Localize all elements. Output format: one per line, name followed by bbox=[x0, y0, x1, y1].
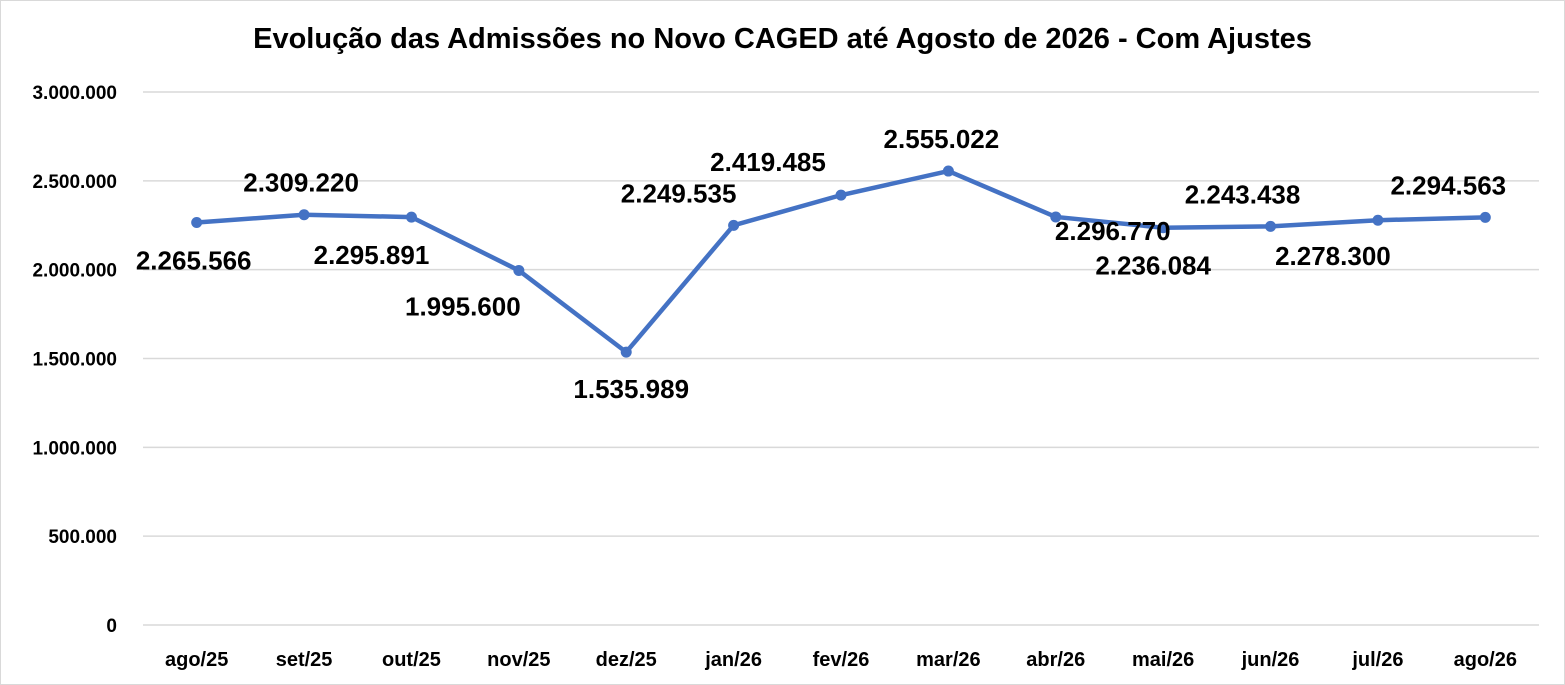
x-tick-label: mai/26 bbox=[1132, 649, 1194, 671]
y-axis: 0 500.000 1.000.000 1.500.000 2.000.000 2.500… bbox=[32, 83, 117, 637]
x-tick-label: ago/26 bbox=[1454, 649, 1517, 671]
x-tick-label: dez/25 bbox=[596, 649, 657, 671]
x-tick-label: fev/26 bbox=[813, 649, 870, 671]
data-point bbox=[1157, 222, 1169, 234]
data-label: 2.309.220 bbox=[243, 168, 359, 198]
data-label: 2.296.770 bbox=[1055, 216, 1171, 246]
data-label: 2.294.563 bbox=[1390, 170, 1506, 200]
x-axis: ago/25 set/25 out/25 nov/25 dez/25 jan/26 fev/… bbox=[165, 649, 1517, 671]
gridlines bbox=[143, 91, 1539, 626]
data-point bbox=[298, 209, 310, 221]
data-point bbox=[728, 219, 740, 231]
data-label: 2.265.566 bbox=[136, 245, 252, 275]
y-tick-label: 3.000.000 bbox=[32, 83, 117, 104]
data-point bbox=[1479, 211, 1491, 223]
chart-title: Evolução das Admissões no Novo CAGED até… bbox=[253, 23, 1312, 55]
x-tick-label: abr/26 bbox=[1026, 649, 1085, 671]
data-point bbox=[942, 165, 954, 177]
data-label: 2.278.300 bbox=[1275, 241, 1391, 271]
data-point bbox=[1050, 211, 1062, 223]
y-tick-label: 2.500.000 bbox=[32, 172, 117, 193]
data-label: 1.535.989 bbox=[573, 374, 689, 404]
y-tick-label: 0 bbox=[106, 616, 117, 637]
x-tick-label: set/25 bbox=[276, 649, 333, 671]
y-tick-label: 1.500.000 bbox=[32, 350, 117, 371]
data-label: 2.295.891 bbox=[314, 240, 430, 270]
data-label: 2.419.485 bbox=[710, 147, 826, 177]
x-tick-label: ago/25 bbox=[165, 649, 228, 671]
x-tick-label: out/25 bbox=[382, 649, 441, 671]
data-label: 2.555.022 bbox=[884, 124, 1000, 154]
data-point bbox=[405, 211, 417, 223]
x-tick-label: jan/26 bbox=[704, 649, 762, 671]
y-tick-label: 500.000 bbox=[48, 527, 117, 548]
x-tick-label: jun/26 bbox=[1241, 649, 1300, 671]
data-point bbox=[835, 189, 847, 201]
data-point bbox=[1265, 220, 1277, 232]
data-point bbox=[1372, 214, 1384, 226]
x-tick-label: nov/25 bbox=[487, 649, 550, 671]
data-point bbox=[513, 264, 525, 276]
data-labels: 2.265.566 2.309.220 2.295.891 1.995.600 1.53… bbox=[136, 124, 1506, 404]
data-label: 2.243.438 bbox=[1185, 179, 1301, 209]
series-admissoes bbox=[191, 165, 1491, 358]
data-point bbox=[620, 346, 632, 358]
y-tick-label: 2.000.000 bbox=[32, 261, 117, 282]
y-tick-label: 1.000.000 bbox=[32, 438, 117, 459]
data-label: 2.249.535 bbox=[621, 178, 737, 208]
x-tick-label: jul/26 bbox=[1351, 649, 1403, 671]
data-label: 1.995.600 bbox=[405, 291, 521, 321]
data-point bbox=[191, 216, 203, 228]
data-label: 2.236.084 bbox=[1095, 251, 1211, 281]
x-tick-label: mar/26 bbox=[916, 649, 981, 671]
